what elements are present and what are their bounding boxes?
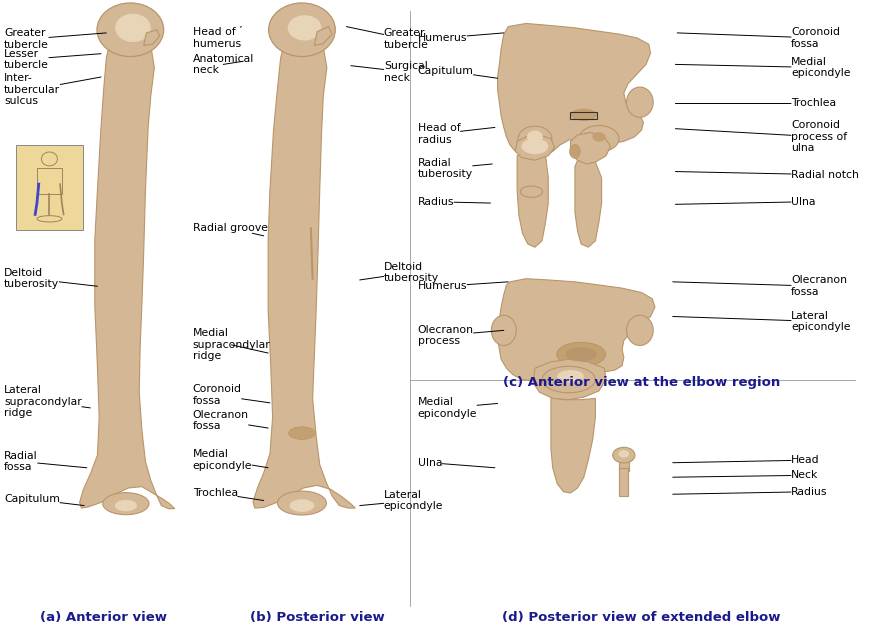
Text: Radius: Radius: [417, 197, 491, 207]
Text: Coronoid
fossa: Coronoid fossa: [193, 384, 270, 406]
Text: Lateral
epicondyle: Lateral epicondyle: [359, 490, 443, 511]
Ellipse shape: [592, 132, 606, 142]
Bar: [619, 468, 628, 496]
Text: Humerus: Humerus: [417, 33, 504, 43]
Ellipse shape: [557, 342, 606, 367]
Text: Anatomical
neck: Anatomical neck: [193, 54, 254, 75]
Text: Deltoid
tuberosity: Deltoid tuberosity: [359, 261, 439, 283]
Ellipse shape: [288, 15, 321, 41]
Polygon shape: [79, 42, 175, 509]
Text: Olecranon
fossa: Olecranon fossa: [193, 410, 268, 431]
Text: Lateral
supracondylar
ridge: Lateral supracondylar ridge: [4, 385, 90, 418]
Text: (d) Posterior view of extended elbow: (d) Posterior view of extended elbow: [502, 611, 780, 624]
Text: Medial
epicondyle: Medial epicondyle: [675, 57, 850, 78]
Ellipse shape: [527, 130, 543, 143]
Ellipse shape: [626, 315, 653, 346]
Ellipse shape: [579, 125, 619, 152]
Ellipse shape: [289, 427, 315, 439]
Text: Ulna: Ulna: [675, 197, 815, 207]
Polygon shape: [498, 279, 655, 381]
Polygon shape: [571, 132, 610, 164]
Bar: [37, 168, 62, 194]
Polygon shape: [551, 397, 595, 493]
Text: Head: Head: [673, 455, 820, 465]
Ellipse shape: [290, 499, 314, 512]
Text: Neck: Neck: [673, 470, 818, 480]
Ellipse shape: [558, 370, 584, 383]
Text: Greater
tubercle: Greater tubercle: [346, 27, 429, 50]
Ellipse shape: [542, 367, 595, 392]
Text: Medial
supracondylar
ridge: Medial supracondylar ridge: [193, 329, 270, 361]
Ellipse shape: [522, 139, 549, 154]
Polygon shape: [144, 30, 160, 46]
Text: Deltoid
tuberosity: Deltoid tuberosity: [4, 268, 97, 289]
Ellipse shape: [520, 186, 542, 197]
Ellipse shape: [103, 492, 149, 515]
Text: Humerus: Humerus: [417, 281, 508, 291]
Text: Radial
tuberosity: Radial tuberosity: [417, 158, 492, 179]
Text: Medial
epicondyle: Medial epicondyle: [417, 397, 498, 418]
Text: Radial groove: Radial groove: [193, 223, 268, 236]
Text: Olecranon
process: Olecranon process: [417, 325, 504, 346]
Bar: [618, 453, 629, 471]
Polygon shape: [575, 160, 601, 247]
Text: Inter-
tubercular
sulcus: Inter- tubercular sulcus: [4, 73, 101, 106]
Ellipse shape: [518, 126, 552, 151]
Polygon shape: [533, 360, 606, 399]
Polygon shape: [314, 27, 332, 46]
Polygon shape: [498, 23, 650, 158]
Ellipse shape: [566, 348, 597, 361]
Ellipse shape: [277, 491, 326, 515]
Polygon shape: [516, 135, 555, 160]
Ellipse shape: [268, 3, 335, 56]
Ellipse shape: [97, 3, 163, 56]
Ellipse shape: [626, 87, 653, 117]
Text: Capitulum: Capitulum: [4, 494, 84, 506]
Ellipse shape: [41, 152, 57, 166]
Ellipse shape: [570, 144, 581, 158]
Text: Radial
fossa: Radial fossa: [4, 451, 87, 472]
Text: Trochlea: Trochlea: [675, 99, 836, 108]
Text: (b) Posterior view: (b) Posterior view: [250, 611, 384, 624]
Text: Lateral
epicondyle: Lateral epicondyle: [673, 311, 850, 332]
Bar: [571, 111, 597, 119]
Text: Coronoid
fossa: Coronoid fossa: [677, 27, 840, 49]
Text: Head of
humerus: Head of humerus: [193, 27, 242, 49]
Ellipse shape: [37, 216, 62, 222]
Text: Radial notch: Radial notch: [675, 170, 859, 180]
FancyBboxPatch shape: [16, 145, 83, 230]
Ellipse shape: [115, 14, 151, 42]
Text: Coronoid
process of
ulna: Coronoid process of ulna: [675, 120, 847, 153]
Text: Olecranon
fossa: Olecranon fossa: [673, 275, 847, 297]
Text: Radius: Radius: [673, 487, 828, 497]
Text: (a) Anterior view: (a) Anterior view: [40, 611, 167, 624]
Text: Medial
epicondyle: Medial epicondyle: [193, 449, 268, 471]
Ellipse shape: [618, 450, 629, 458]
Ellipse shape: [613, 448, 635, 463]
Text: Ulna: Ulna: [417, 458, 495, 468]
Text: Greater
tubercle: Greater tubercle: [4, 28, 106, 50]
Text: (c) Anterior view at the elbow region: (c) Anterior view at the elbow region: [503, 376, 780, 389]
Text: Lesser
tubercle: Lesser tubercle: [4, 49, 101, 70]
Text: Trochlea: Trochlea: [193, 488, 264, 501]
Text: Surgical
neck: Surgical neck: [351, 61, 427, 83]
Ellipse shape: [572, 109, 596, 120]
Text: Capitulum: Capitulum: [417, 66, 498, 78]
Ellipse shape: [491, 315, 516, 346]
Ellipse shape: [115, 500, 137, 511]
Text: Head of
radius: Head of radius: [417, 123, 495, 144]
Polygon shape: [517, 154, 549, 247]
Polygon shape: [253, 44, 355, 508]
